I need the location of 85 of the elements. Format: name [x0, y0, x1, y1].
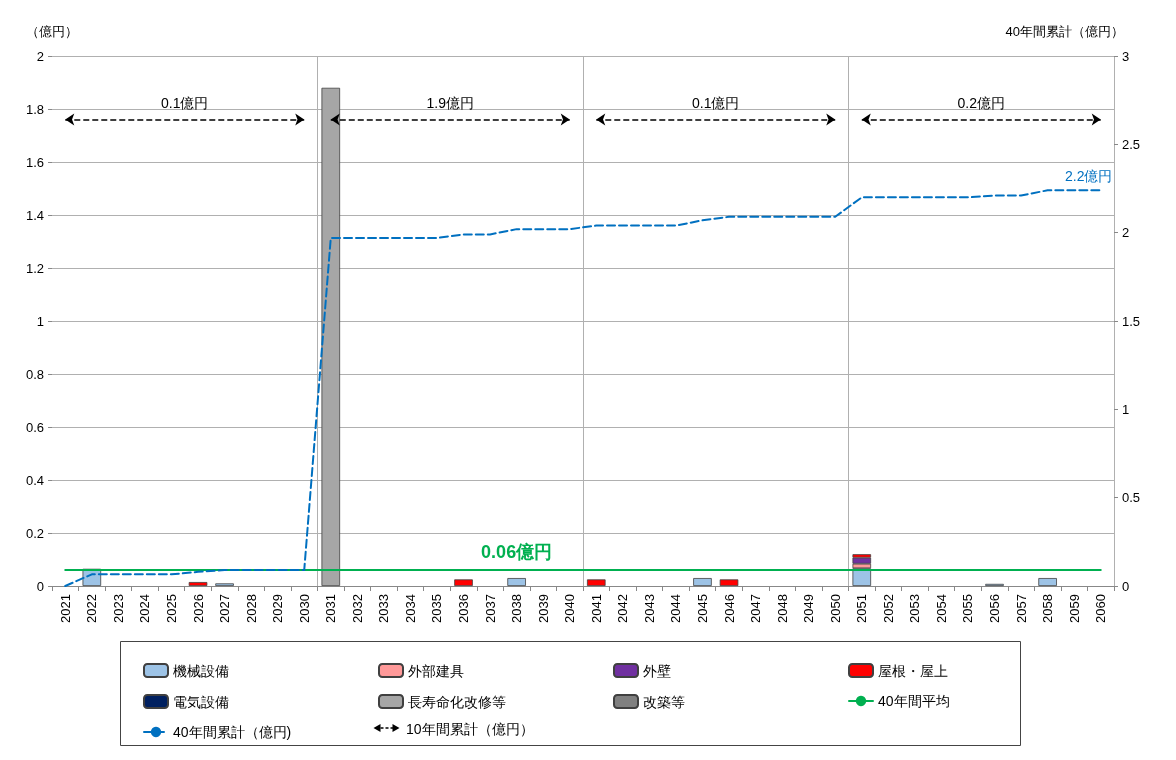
x-tick-label: 2055 [960, 594, 976, 623]
x-tick-label: 2027 [217, 594, 233, 623]
x-tick-label: 2050 [827, 594, 843, 623]
x-tick-label: 2060 [1093, 594, 1109, 623]
legend-label: 改築等 [643, 693, 685, 710]
y-tick-label: 1.8 [25, 101, 44, 117]
y2-tick-label: 0.5 [1122, 490, 1141, 506]
legend-label: 外壁 [643, 662, 671, 679]
data-label: 2.2億円 [1064, 168, 1113, 185]
x-tick-label: 2052 [880, 594, 896, 623]
x-tick-label: 2024 [137, 594, 153, 623]
y2-tick-label: 1 [1122, 401, 1130, 417]
y-tick-label: 1 [36, 313, 44, 329]
x-tick-label: 2048 [774, 594, 790, 623]
text: 10年間累計（億円） [406, 721, 534, 737]
annotation: 1.9億円 [426, 94, 474, 111]
legend-label: 40年間累計（億円) [173, 724, 292, 740]
x-tick-label: 2034 [402, 594, 418, 623]
x-tick-label: 2058 [1040, 594, 1056, 623]
x-tick-label: 2035 [429, 594, 445, 623]
annotation: 0.1億円 [161, 94, 209, 111]
bar [188, 582, 208, 586]
x-tick-label: 2033 [376, 594, 392, 623]
y2-tick-label: 3 [1122, 48, 1130, 64]
legend-label: 機械設備 [173, 662, 229, 679]
x-tick-label: 2029 [270, 594, 286, 623]
x-tick-label: 2032 [349, 594, 365, 623]
x-tick-label: 2043 [641, 594, 657, 623]
x-tick-label: 2022 [84, 594, 100, 623]
y2-axis-title: 40年間累計（億円） [1005, 24, 1124, 39]
y2-tick-label: 0 [1122, 578, 1130, 594]
x-tick-label: 2042 [615, 594, 631, 623]
bar [1038, 578, 1057, 586]
y-axis-title: （億円） [26, 24, 78, 39]
x-tick-label: 2059 [1066, 594, 1082, 623]
y-tick-label: 0.6 [25, 419, 44, 435]
y-tick-label: 2 [36, 48, 44, 64]
legend-label: 電気設備 [173, 693, 229, 710]
line-series [64, 189, 1102, 587]
x-tick-label: 2041 [588, 594, 604, 623]
x-tick-label: 2025 [163, 594, 179, 623]
bar [719, 579, 739, 586]
y2-tick-label: 1.5 [1122, 313, 1141, 329]
y-tick-label: 0.2 [25, 525, 44, 541]
bar [454, 579, 473, 586]
x-tick-label: 2047 [748, 594, 764, 623]
x-tick-label: 2044 [668, 594, 684, 623]
y-tick-label: 1.6 [25, 154, 44, 170]
x-tick-label: 2021 [57, 594, 73, 623]
bar [852, 557, 872, 564]
x-tick-label: 2028 [243, 594, 259, 623]
x-tick-label: 2053 [907, 594, 923, 623]
x-tick-label: 2037 [482, 594, 498, 623]
legend-label: 長寿命化改修等 [408, 693, 506, 710]
x-tick-label: 2045 [694, 594, 710, 623]
annotation: 0.1億円 [692, 94, 740, 111]
x-tick-label: 2051 [854, 594, 870, 623]
y-tick-label: 1.2 [25, 260, 44, 276]
legend-label: 外部建具 [408, 662, 464, 679]
legend-label: 40年間平均 [878, 693, 950, 709]
x-tick-label: 2057 [1013, 594, 1029, 623]
x-tick-label: 2056 [987, 594, 1003, 623]
y2-tick-label: 2.5 [1122, 136, 1141, 152]
x-tick-label: 2040 [562, 594, 578, 623]
x-tick-label: 2054 [933, 594, 949, 623]
annotation: 0.2億円 [957, 94, 1005, 111]
x-tick-label: 2031 [323, 594, 339, 623]
bar [693, 578, 712, 586]
data-label: 0.06億円 [481, 542, 553, 563]
x-tick-label: 2036 [456, 594, 472, 623]
bar [586, 579, 606, 586]
y-tick-label: 0 [36, 578, 44, 594]
x-tick-label: 2023 [110, 594, 126, 623]
y-tick-label: 0.4 [25, 472, 44, 488]
y-tick-label: 1.4 [25, 207, 44, 223]
x-tick-label: 2039 [535, 594, 551, 623]
x-tick-label: 2030 [296, 594, 312, 623]
x-tick-label: 2038 [509, 594, 525, 623]
x-tick-label: 2049 [801, 594, 817, 623]
bar [507, 578, 526, 586]
y2-tick-label: 2 [1122, 225, 1130, 241]
x-tick-label: 2046 [721, 594, 737, 623]
x-tick-label: 2026 [190, 594, 206, 623]
legend-label: 屋根・屋上 [878, 662, 948, 679]
y-tick-label: 0.8 [25, 366, 44, 382]
